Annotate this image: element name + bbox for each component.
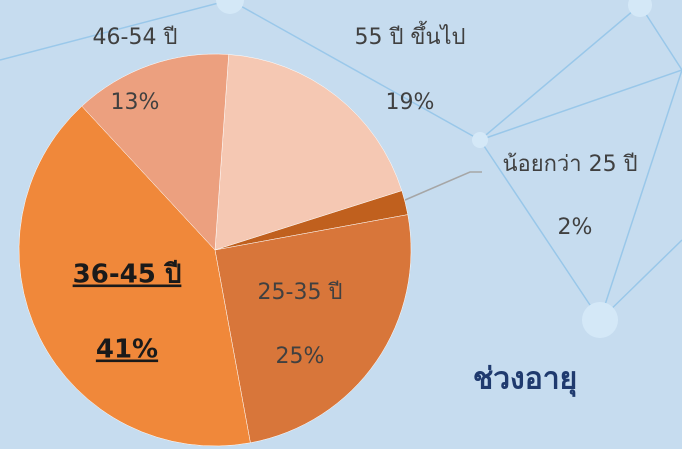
pie: [19, 54, 411, 446]
category-label: น้อยกว่า 25 ปี: [502, 152, 637, 177]
value-label: 41%: [96, 335, 158, 365]
value-label: 13%: [111, 90, 160, 115]
value-label: 25%: [276, 344, 325, 369]
category-label: 55 ปี ขึ้นไป: [354, 21, 465, 50]
category-label: 25-35 ปี: [258, 280, 343, 305]
chart-title: ช่วงอายุ: [473, 362, 577, 398]
category-label: 46-54 ปี: [93, 25, 178, 50]
chart: ช่วงอายุ 55 ปี ขึ้นไป 19% น้อยกว่า 25 ปี 2%…: [0, 0, 682, 449]
category-label: 36-45 ปี: [73, 260, 182, 290]
value-label: 2%: [558, 215, 593, 240]
value-label: 19%: [386, 90, 435, 115]
